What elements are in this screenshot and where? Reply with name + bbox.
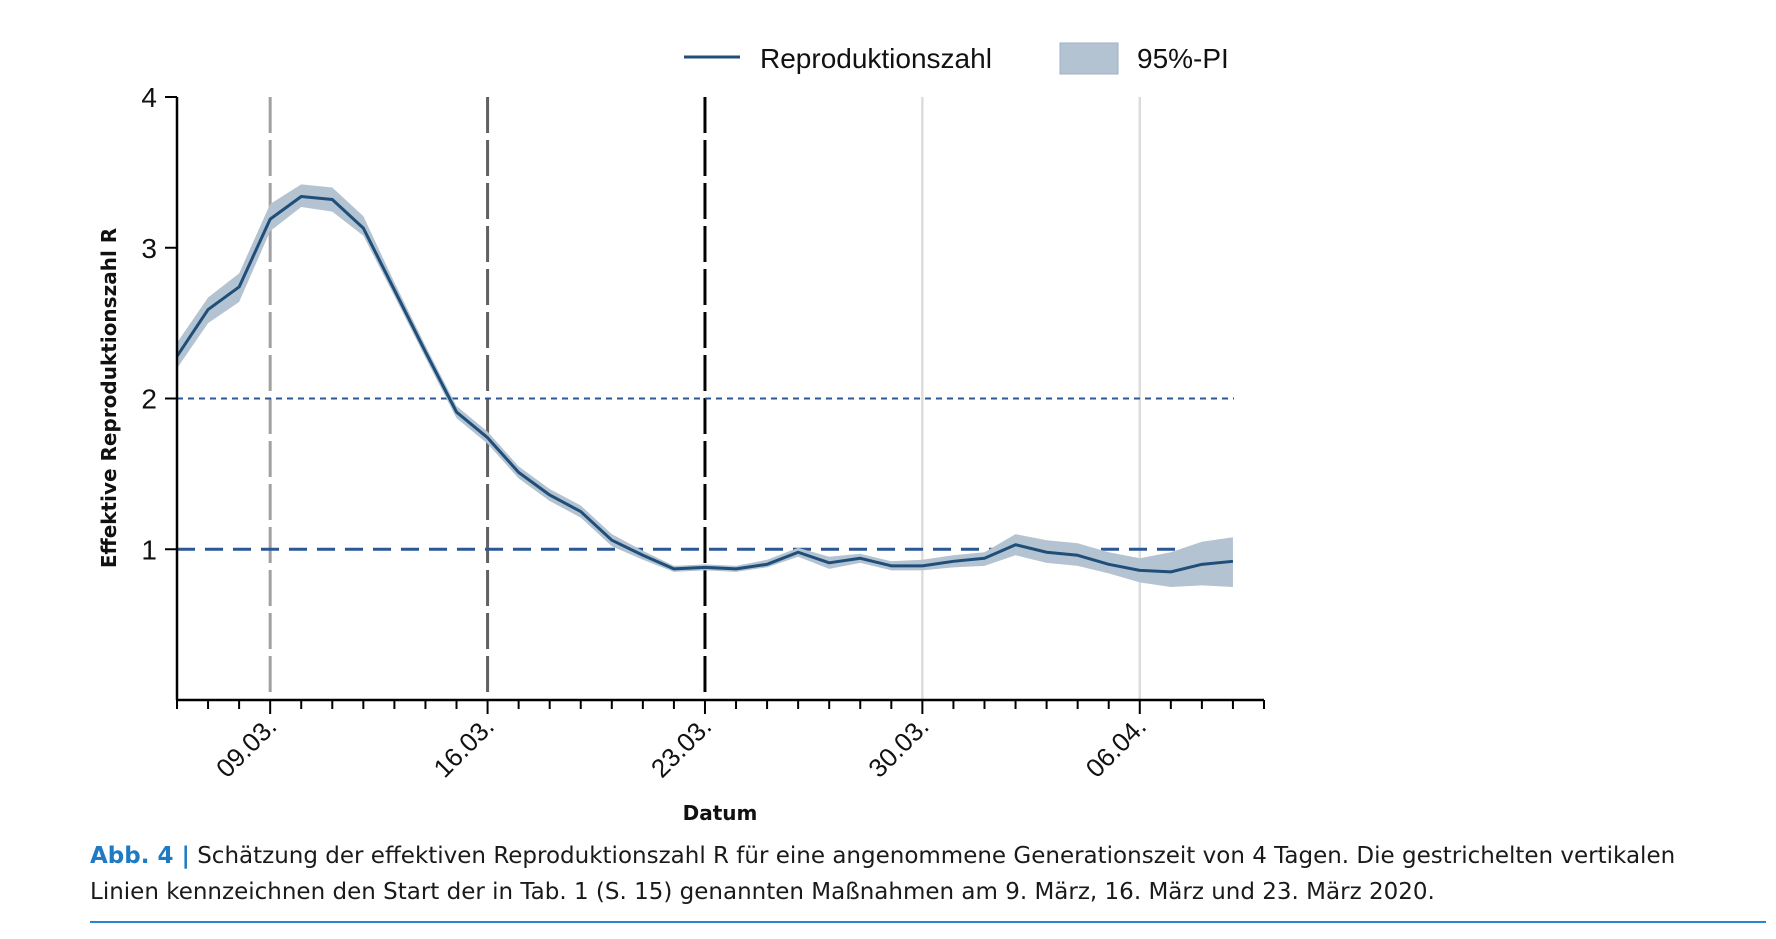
figure-caption: Abb. 4 | Schätzung der effektiven Reprod… [90, 838, 1750, 910]
r-value-chart: Reproduktionszahl 95%-PI 1 2 3 4 09.03. 16.0… [97, 42, 1265, 825]
x-tick-label: 09.03. [210, 711, 282, 783]
x-tick-label: 16.03. [427, 711, 499, 783]
caption-text: Schätzung der effektiven Reproduktionsza… [90, 843, 1676, 905]
caption-rule [90, 921, 1766, 923]
y-axis-label: Effektive Reproduktionszahl R [97, 228, 121, 568]
y-tick-label: 3 [141, 233, 157, 264]
legend-band-swatch [1059, 42, 1119, 75]
x-axis-label: Datum [683, 801, 758, 825]
y-tick-label: 2 [141, 384, 157, 415]
y-tick-label: 4 [141, 82, 157, 113]
legend-label-reproduktionszahl: Reproduktionszahl [760, 43, 992, 74]
x-tick-label: 06.04. [1080, 711, 1152, 783]
legend: Reproduktionszahl 95%-PI [684, 42, 1229, 75]
x-tick-label: 23.03. [645, 711, 717, 783]
r-value-line [175, 194, 1234, 574]
y-tick-label: 1 [141, 534, 157, 565]
caption-lead: Abb. 4 | [90, 843, 190, 869]
x-tick-label: 30.03. [862, 711, 934, 783]
legend-label-pi: 95%-PI [1137, 43, 1229, 74]
